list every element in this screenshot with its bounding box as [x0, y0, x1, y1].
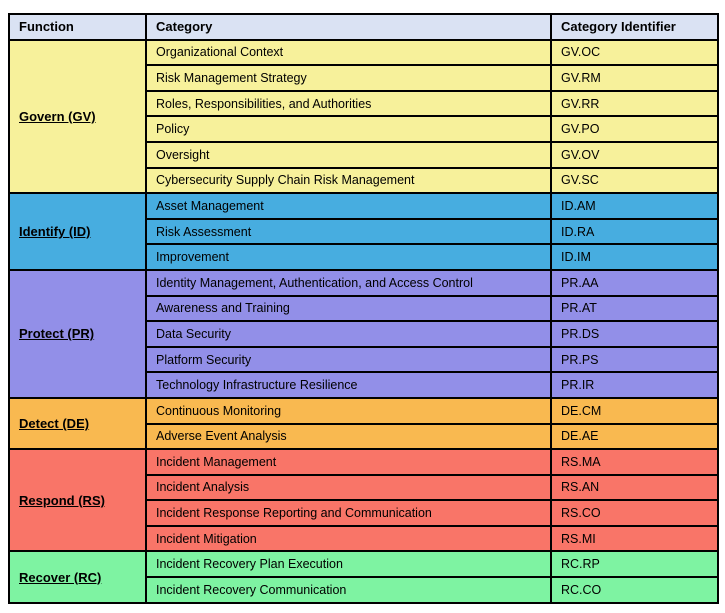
- function-label: Govern (GV): [19, 108, 96, 124]
- category-cell: Data Security: [145, 320, 552, 348]
- function-label: Protect (PR): [19, 326, 95, 342]
- table-row: Improvement ID.IM: [9, 243, 719, 271]
- function-label: Detect (DE): [19, 416, 90, 431]
- category-cell: Asset Management: [145, 192, 552, 220]
- csf-categories-table: Function Category Category Identifier Go…: [8, 13, 719, 604]
- table-row: Cybersecurity Supply Chain Risk Manageme…: [9, 166, 719, 195]
- identifier-cell: DE.AE: [550, 422, 719, 451]
- identifier-cell: GV.PO: [550, 115, 719, 143]
- identifier-cell: GV.SC: [550, 166, 719, 195]
- function-label: Recover (RC): [19, 569, 102, 585]
- category-cell: Adverse Event Analysis: [145, 422, 552, 451]
- table-row: Respond (RS) Incident Management RS.MA: [8, 448, 719, 553]
- table-row: Identify (ID) Asset Management ID.AM: [8, 192, 719, 271]
- identifier-cell: PR.AT: [550, 294, 719, 323]
- identifier-cell: ID.RA: [550, 217, 719, 246]
- table-row: Detect (DE) Continuous Monitoring DE.CM: [8, 396, 719, 451]
- table-row: Risk Assessment ID.RA: [9, 217, 719, 246]
- table-row: Risk Management Strategy GV.RM: [9, 64, 719, 92]
- category-cell: Oversight: [145, 140, 552, 169]
- identifier-cell: RC.RP: [550, 550, 719, 579]
- category-cell: Improvement: [145, 243, 552, 271]
- category-cell: Identity Management, Authentication, and…: [145, 268, 552, 297]
- identifier-cell: PR.AA: [550, 268, 719, 297]
- table-row: Adverse Event Analysis DE.AE: [9, 422, 719, 451]
- identifier-cell: ID.IM: [550, 243, 719, 271]
- col-header-category: Category: [145, 13, 552, 41]
- identifier-cell: RC.CO: [550, 576, 719, 604]
- category-cell: Policy: [145, 115, 552, 143]
- table-row: Protect (PR) Identity Management, Authen…: [8, 268, 719, 399]
- category-cell: Technology Infrastructure Resilience: [145, 371, 552, 399]
- function-cell-protect: Protect (PR): [8, 268, 147, 399]
- category-cell: Continuous Monitoring: [145, 396, 552, 425]
- identifier-cell: DE.CM: [550, 396, 719, 425]
- identifier-cell: GV.RM: [550, 64, 719, 92]
- category-cell: Roles, Responsibilities, and Authorities: [145, 89, 552, 118]
- category-cell: Incident Response Reporting and Communic…: [145, 499, 552, 527]
- table-row: Oversight GV.OV: [9, 140, 719, 169]
- category-cell: Incident Recovery Communication: [145, 576, 552, 604]
- table-row: Policy GV.PO: [9, 115, 719, 143]
- col-header-category-identifier: Category Identifier: [550, 13, 719, 41]
- category-cell: Risk Management Strategy: [145, 64, 552, 92]
- category-cell: Cybersecurity Supply Chain Risk Manageme…: [145, 166, 552, 195]
- table-row: Platform Security PR.PS: [9, 345, 719, 374]
- category-cell: Platform Security: [145, 345, 552, 374]
- table-row: Incident Recovery Communication RC.CO: [9, 576, 719, 604]
- identifier-cell: PR.IR: [550, 371, 719, 399]
- identifier-cell: PR.DS: [550, 320, 719, 348]
- table-row: Recover (RC) Incident Recovery Plan Exec…: [8, 550, 719, 604]
- category-cell: Risk Assessment: [145, 217, 552, 246]
- function-cell-recover: Recover (RC): [8, 550, 147, 604]
- function-cell-detect: Detect (DE): [8, 396, 147, 451]
- identifier-cell: RS.MI: [550, 524, 719, 553]
- table-row: Awareness and Training PR.AT: [9, 294, 719, 323]
- table-row: Technology Infrastructure Resilience PR.…: [9, 371, 719, 399]
- category-cell: Incident Management: [145, 448, 552, 476]
- identifier-cell: PR.PS: [550, 345, 719, 374]
- category-cell: Organizational Context: [145, 38, 552, 67]
- function-cell-govern: Govern (GV): [8, 38, 147, 195]
- identifier-cell: GV.OV: [550, 140, 719, 169]
- function-cell-respond: Respond (RS): [8, 448, 147, 553]
- function-cell-identify: Identify (ID): [8, 192, 147, 271]
- header-row: Function Category Category Identifier: [8, 13, 719, 41]
- col-header-function: Function: [8, 13, 147, 41]
- table-row: Incident Analysis RS.AN: [9, 473, 719, 502]
- identifier-cell: RS.CO: [550, 499, 719, 527]
- category-cell: Awareness and Training: [145, 294, 552, 323]
- identifier-cell: GV.OC: [550, 38, 719, 67]
- identifier-cell: RS.AN: [550, 473, 719, 502]
- table-row: Govern (GV) Organizational Context GV.OC: [8, 38, 719, 195]
- identifier-cell: RS.MA: [550, 448, 719, 476]
- identifier-cell: GV.RR: [550, 89, 719, 118]
- category-cell: Incident Analysis: [145, 473, 552, 502]
- identifier-cell: ID.AM: [550, 192, 719, 220]
- category-cell: Incident Recovery Plan Execution: [145, 550, 552, 579]
- function-label: Identify (ID): [19, 224, 91, 240]
- category-cell: Incident Mitigation: [145, 524, 552, 553]
- function-label: Respond (RS): [19, 492, 105, 508]
